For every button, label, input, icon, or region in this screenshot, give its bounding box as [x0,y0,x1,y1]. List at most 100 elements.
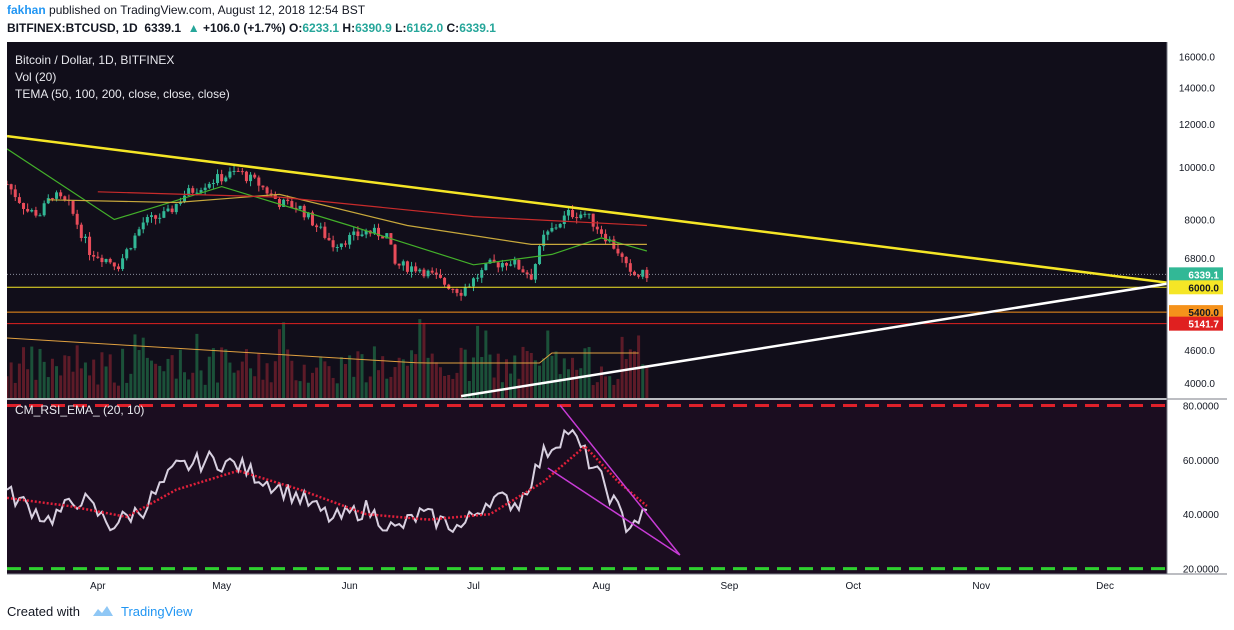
candle-body [154,215,158,219]
open-value: 6233.1 [302,21,340,35]
candle-body [624,256,628,264]
volume-bar [393,367,397,398]
volume-bar [476,325,480,398]
price-axis-badge-label: 6339.1 [1188,270,1219,281]
volume-bar [397,357,401,398]
candle-body [108,258,112,263]
time-axis-tick-label: Aug [593,581,611,592]
footer: Created with TradingView [7,604,193,619]
candle-body [50,198,54,200]
candle-body [129,248,133,250]
high-label: H: [342,21,356,35]
volume-bar [455,372,459,398]
volume-bar [348,355,352,398]
price-axis-tick-label: 8000.0 [1184,216,1215,227]
candle-body [426,270,430,277]
time-axis-tick-label: Oct [845,581,861,592]
candle-body [385,233,389,239]
candle-body [348,234,352,245]
candle-body [121,258,125,270]
candle-body [422,269,426,277]
volume-bar [616,378,620,398]
volume-bar [319,356,323,398]
volume-bar [389,376,393,398]
candle-body [637,275,641,277]
volume-bar [591,385,595,398]
price-axis-tick-label: 4600.0 [1184,346,1215,357]
candle-body [319,226,323,228]
volume-bar [405,365,409,398]
volume-bar [282,322,286,398]
volume-bar [158,365,162,398]
price-pane-background [7,42,1167,398]
chart-svg[interactable]: 16000.0 14000.0 12000.0 10000.0 8000.0 6800.0… [5,42,1227,598]
rsi-wedge-trendline [559,404,681,556]
price-axis-tick-label: 12000.0 [1179,120,1216,131]
open-label: O: [289,21,303,35]
price-axis-tick-label: 14000.0 [1179,84,1216,95]
high-value: 6390.9 [355,21,392,35]
volume-bar [277,329,281,398]
volume-bar [187,379,191,398]
volume-bar [178,349,182,398]
candle-body [492,259,496,263]
candle-body [88,236,92,255]
candle-body [55,192,59,199]
volume-bar [306,382,310,398]
candle-body [513,259,517,265]
candle-body [484,263,488,271]
candle-body [236,170,240,172]
volume-bar [517,378,521,398]
volume-bar [166,358,170,398]
candle-body [195,192,199,194]
chart-area[interactable]: 16000.0 14000.0 12000.0 10000.0 8000.0 6800.0… [5,42,1227,598]
volume-bar [542,358,546,398]
price-change: +106.0 (+1.7%) [202,21,286,35]
candle-body [352,231,356,235]
volume-bar [244,349,248,398]
volume-bar [294,380,298,398]
author-username[interactable]: fakhan [7,3,46,17]
volume-bar [88,375,92,398]
volume-bar [116,385,120,398]
tradingview-logo-icon [92,606,113,616]
candle-body [116,266,120,270]
volume-bar [269,382,273,398]
candle-body [542,234,546,247]
volume-bar [63,355,67,398]
volume-bar [75,345,79,398]
price-axis-badge [1169,316,1223,331]
volume-bar [310,372,314,398]
candle-body [546,231,550,235]
indicator-legend: Vol (20) [15,70,56,84]
price-axis-badge-label: 5141.7 [1188,320,1219,331]
volume-bar [5,376,9,398]
publish-info: fakhan published on TradingView.com, Aug… [7,3,365,17]
volume-bar [55,366,59,398]
time-axis-background [7,574,1227,598]
candle-body [595,226,599,230]
volume-bar [459,347,463,398]
volume-bar [533,360,537,398]
volume-bar [257,353,261,398]
volume-bar [579,368,583,398]
candle-body [356,231,360,237]
candle-body [323,226,327,238]
volume-bar [224,349,228,398]
candle-body [591,213,595,227]
tradingview-brand-link[interactable]: TradingView [121,604,193,619]
candle-body [92,254,96,257]
volume-bar [401,359,405,398]
price-axis-tick-label: 10000.0 [1179,163,1216,174]
volume-bar [595,382,599,398]
volume-bar [249,368,253,398]
candle-body [257,177,261,186]
candle-body [228,171,232,178]
volume-bar [125,382,129,398]
up-arrow-icon: ▲ [187,21,200,35]
volume-bar [104,366,108,398]
volume-bar [575,369,579,398]
published-text: published on TradingView.com, August 12,… [49,3,366,17]
volume-bar [79,368,83,398]
candle-body [133,235,137,249]
